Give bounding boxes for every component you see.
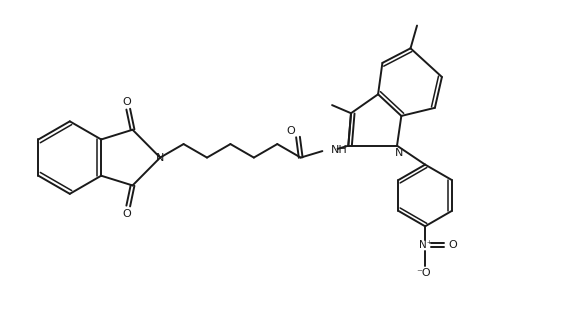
Text: O: O xyxy=(448,240,457,250)
Text: O: O xyxy=(122,96,131,107)
Text: N: N xyxy=(156,153,164,163)
Text: NH: NH xyxy=(331,145,348,155)
Text: O: O xyxy=(122,209,131,219)
Text: N: N xyxy=(395,148,403,158)
Text: O: O xyxy=(286,126,295,136)
Text: N⁺: N⁺ xyxy=(418,240,431,250)
Text: ⁻O: ⁻O xyxy=(417,268,431,278)
